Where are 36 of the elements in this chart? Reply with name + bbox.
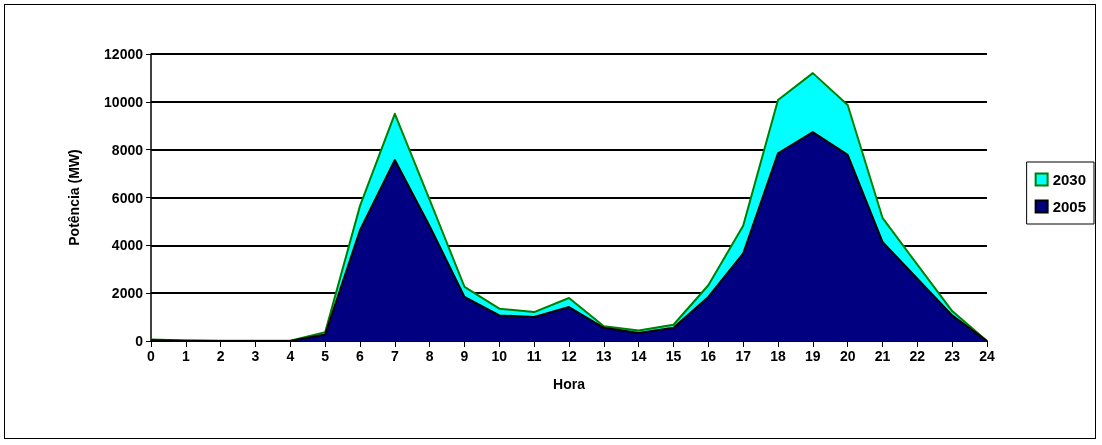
y-tick-label: 4000 [111, 237, 144, 254]
x-tick-label: 23 [944, 348, 961, 364]
x-tick-label: 17 [735, 348, 752, 364]
x-tick-label: 19 [805, 348, 821, 364]
x-tick-label: 21 [874, 348, 891, 364]
x-tick-label: 20 [839, 348, 856, 364]
x-tick-label: 13 [596, 348, 612, 364]
legend-label: 2030 [1052, 171, 1087, 188]
x-tick-label: 3 [251, 348, 260, 364]
y-tick-label: 12000 [104, 46, 144, 62]
y-tick-label: 0 [135, 333, 144, 349]
y-tick-label: 6000 [111, 189, 144, 206]
legend-label: 2005 [1052, 198, 1087, 215]
x-tick-label: 11 [526, 348, 542, 364]
y-tick-label: 8000 [111, 141, 144, 158]
x-tick-label: 15 [665, 348, 682, 364]
x-tick-label: 5 [321, 348, 330, 364]
x-tick-label: 22 [909, 348, 926, 364]
x-tick-label: 12 [561, 348, 577, 364]
x-tick-label: 0 [147, 348, 156, 364]
x-tick-label: 9 [460, 348, 469, 364]
y-tick-label: 10000 [104, 93, 144, 110]
x-tick-label: 8 [425, 348, 434, 364]
y-tick-label: 2000 [111, 285, 144, 302]
x-tick-label: 1 [181, 348, 190, 364]
x-tick-label: 18 [770, 348, 786, 364]
x-tick-label: 14 [630, 348, 647, 364]
x-tick-label: 10 [491, 348, 508, 364]
x-tick-label: 4 [286, 348, 295, 364]
x-tick-label: 7 [390, 348, 399, 364]
y-axis-title: Potência (MW) [66, 149, 82, 246]
x-tick-label: 24 [979, 348, 995, 364]
x-tick-label: 16 [700, 348, 717, 364]
x-tick-label: 6 [356, 348, 365, 364]
x-tick-label: 2 [216, 348, 225, 364]
x-axis-title: Hora [553, 376, 586, 392]
